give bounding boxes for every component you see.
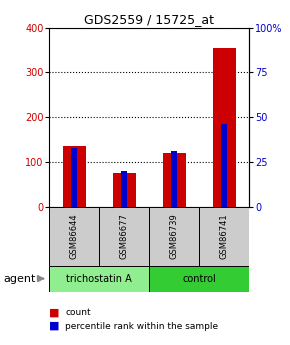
Bar bbox=[171, 151, 177, 207]
Text: ■: ■ bbox=[49, 321, 60, 331]
Bar bbox=[121, 171, 127, 207]
Bar bbox=[213, 48, 236, 207]
Text: GSM86677: GSM86677 bbox=[120, 214, 129, 259]
Text: GSM86739: GSM86739 bbox=[170, 214, 179, 259]
Text: trichostatin A: trichostatin A bbox=[66, 274, 132, 284]
Bar bbox=[49, 207, 99, 266]
Bar bbox=[149, 207, 200, 266]
Bar bbox=[63, 146, 86, 207]
Bar bbox=[149, 266, 249, 292]
Text: control: control bbox=[182, 274, 216, 284]
Text: GSM86741: GSM86741 bbox=[220, 214, 229, 259]
Text: agent: agent bbox=[3, 274, 35, 284]
Title: GDS2559 / 15725_at: GDS2559 / 15725_at bbox=[84, 13, 214, 27]
Text: ■: ■ bbox=[49, 307, 60, 317]
Bar bbox=[71, 148, 77, 207]
Bar bbox=[163, 153, 186, 207]
Bar bbox=[113, 173, 136, 207]
Bar bbox=[49, 266, 149, 292]
Text: percentile rank within the sample: percentile rank within the sample bbox=[65, 322, 218, 331]
Bar bbox=[221, 125, 227, 207]
Text: count: count bbox=[65, 308, 91, 317]
Bar bbox=[99, 207, 149, 266]
Bar bbox=[200, 207, 249, 266]
Text: GSM86644: GSM86644 bbox=[70, 214, 79, 259]
